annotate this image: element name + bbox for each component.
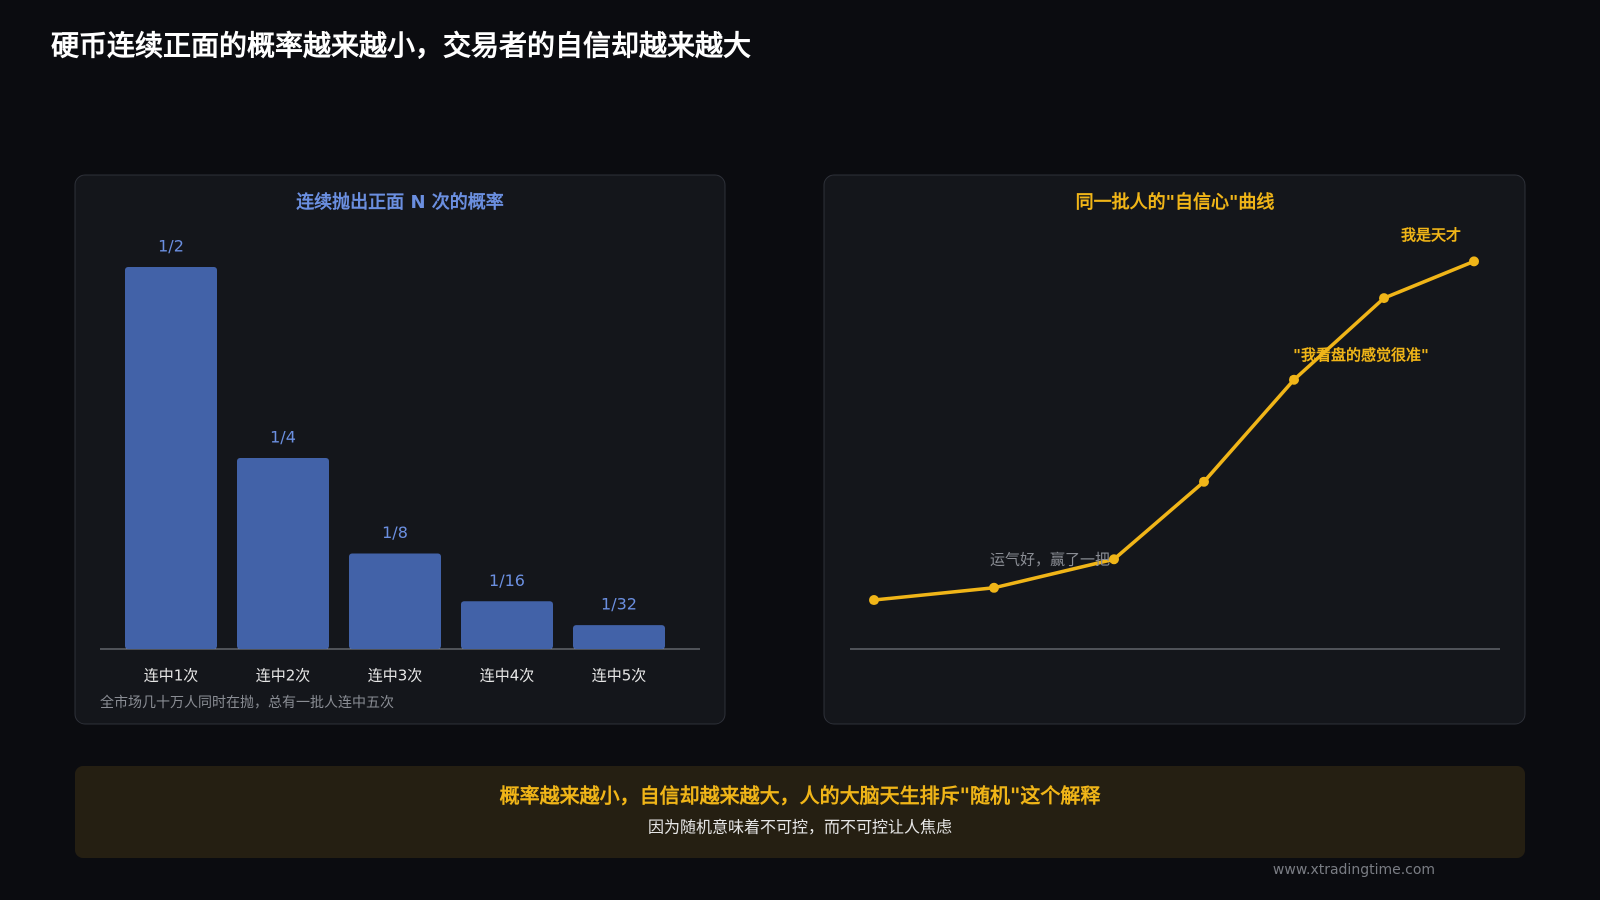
annotation: 运气好，赢了一把 <box>990 551 1110 569</box>
bar <box>349 553 441 649</box>
bar <box>573 625 665 649</box>
chart-title: 同一批人的"自信心"曲线 <box>1076 191 1275 213</box>
point <box>1379 293 1389 304</box>
point <box>869 595 879 606</box>
x-tick-label: 连中2次 <box>256 667 311 685</box>
bar <box>461 601 553 649</box>
annotation: 我是天才 <box>1401 226 1461 244</box>
callout-box <box>75 766 1525 858</box>
x-tick-label: 连中1次 <box>144 667 199 685</box>
bar <box>237 458 329 649</box>
value-label: 1/4 <box>270 428 296 447</box>
callout-text: 因为随机意味着不可控，而不可控让人焦虑 <box>648 818 952 837</box>
point <box>1469 256 1479 267</box>
x-tick-label: 连中4次 <box>480 667 535 685</box>
chart-title: 连续抛出正面 N 次的概率 <box>296 191 504 213</box>
value-label: 1/32 <box>601 595 637 614</box>
callout-heading: 概率越来越小，自信却越来越大，人的大脑天生排斥"随机"这个解释 <box>500 784 1102 808</box>
point <box>1289 374 1299 385</box>
point <box>989 582 999 593</box>
value-label: 1/2 <box>158 237 184 256</box>
x-tick-label: 连中5次 <box>592 667 647 685</box>
footer: www.xtradingtime.com <box>1273 862 1435 878</box>
x-tick-label: 连中3次 <box>368 667 423 685</box>
point <box>1109 554 1119 565</box>
point <box>1199 476 1209 487</box>
value-label: 1/8 <box>382 523 408 542</box>
chart-note: 全市场几十万人同时在抛，总有一批人连中五次 <box>100 694 394 711</box>
slide-title: 硬币连续正面的概率越来越小，交易者的自信却越来越大 <box>51 29 751 62</box>
bar <box>125 267 217 649</box>
value-label: 1/16 <box>489 571 525 590</box>
annotation: "我看盘的感觉很准" <box>1293 346 1429 364</box>
panel <box>823 174 1526 725</box>
